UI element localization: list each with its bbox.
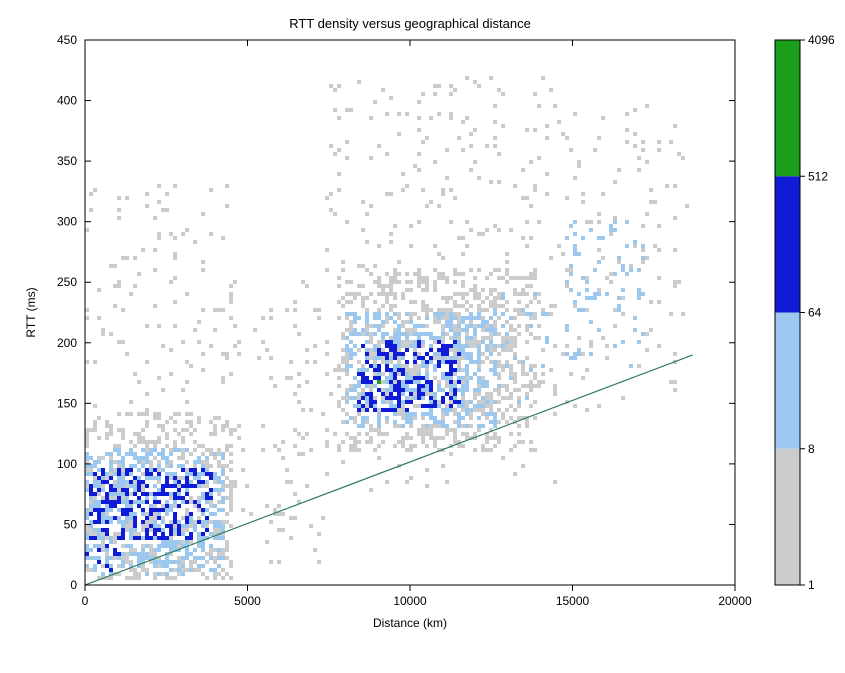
- y-tick-label: 200: [57, 336, 77, 350]
- chart-container: RTT density versus geographical distance…: [0, 0, 845, 673]
- chart-svg: RTT density versus geographical distance…: [0, 0, 845, 673]
- y-axis-label: RTT (ms): [24, 287, 38, 337]
- y-tick-label: 50: [64, 517, 78, 531]
- y-tick-label: 150: [57, 396, 77, 410]
- y-tick-label: 400: [57, 94, 77, 108]
- x-tick-label: 0: [82, 594, 89, 608]
- colorbar-tick-label: 4096: [808, 33, 835, 47]
- y-tick-label: 350: [57, 154, 77, 168]
- x-tick-label: 10000: [393, 594, 427, 608]
- y-tick-label: 300: [57, 215, 77, 229]
- y-tick-label: 450: [57, 33, 77, 47]
- plot-area: [85, 76, 693, 585]
- x-tick-label: 5000: [234, 594, 261, 608]
- y-tick-label: 0: [70, 578, 77, 592]
- chart-title: RTT density versus geographical distance: [289, 16, 531, 31]
- x-tick-label: 15000: [556, 594, 590, 608]
- x-tick-label: 20000: [718, 594, 752, 608]
- x-axis-label: Distance (km): [373, 616, 447, 630]
- colorbar-band: [775, 313, 800, 449]
- y-tick-label: 250: [57, 275, 77, 289]
- colorbar-tick-label: 8: [808, 442, 815, 456]
- colorbar-tick-label: 64: [808, 306, 822, 320]
- colorbar-band: [775, 449, 800, 585]
- colorbar-tick-label: 1: [808, 578, 815, 592]
- colorbar-band: [775, 40, 800, 176]
- y-tick-label: 100: [57, 457, 77, 471]
- density-cells: [85, 76, 689, 580]
- colorbar-band: [775, 176, 800, 312]
- colorbar-tick-label: 512: [808, 169, 828, 183]
